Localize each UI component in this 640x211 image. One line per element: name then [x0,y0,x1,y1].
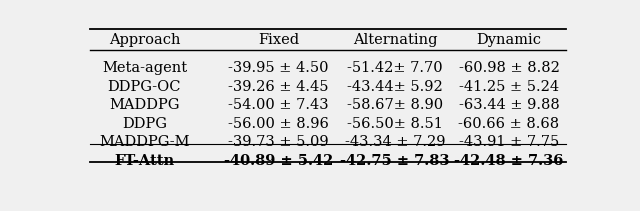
Text: -42.75 ± 7.83: -42.75 ± 7.83 [340,154,450,168]
Text: -39.95 ± 4.50: -39.95 ± 4.50 [228,61,329,75]
Text: FT-Attn: FT-Attn [115,154,175,168]
Text: -60.66 ± 8.68: -60.66 ± 8.68 [458,117,559,131]
Text: -42.48 ± 7.36: -42.48 ± 7.36 [454,154,564,168]
Text: MADDPG-M: MADDPG-M [99,135,189,149]
Text: Meta-agent: Meta-agent [102,61,187,75]
Text: -54.00 ± 7.43: -54.00 ± 7.43 [228,98,329,112]
Text: -43.91 ± 7.75: -43.91 ± 7.75 [459,135,559,149]
Text: -39.26 ± 4.45: -39.26 ± 4.45 [228,80,329,93]
Text: -43.44± 5.92: -43.44± 5.92 [347,80,443,93]
Text: Approach: Approach [109,33,180,47]
Text: -56.50± 8.51: -56.50± 8.51 [347,117,443,131]
Text: Dynamic: Dynamic [477,33,541,47]
Text: -51.42± 7.70: -51.42± 7.70 [347,61,443,75]
Text: -40.89 ± 5.42: -40.89 ± 5.42 [224,154,333,168]
Text: -58.67± 8.90: -58.67± 8.90 [347,98,443,112]
Text: -39.73 ± 5.09: -39.73 ± 5.09 [228,135,329,149]
Text: -63.44 ± 9.88: -63.44 ± 9.88 [459,98,559,112]
Text: DDPG: DDPG [122,117,167,131]
Text: -56.00 ± 8.96: -56.00 ± 8.96 [228,117,329,131]
Text: Alternating: Alternating [353,33,437,47]
Text: -43.34 ± 7.29: -43.34 ± 7.29 [345,135,445,149]
Text: MADDPG: MADDPG [109,98,180,112]
Text: -60.98 ± 8.82: -60.98 ± 8.82 [459,61,559,75]
Text: -41.25 ± 5.24: -41.25 ± 5.24 [459,80,559,93]
Text: DDPG-OC: DDPG-OC [108,80,181,93]
Text: Fixed: Fixed [258,33,299,47]
